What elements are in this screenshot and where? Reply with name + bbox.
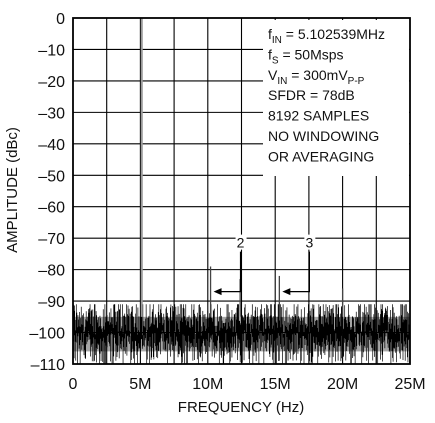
y-axis-label: AMPLITUDE (dBc) (4, 127, 21, 253)
y-tick-label: –50 (38, 168, 65, 185)
y-tick-label: –80 (38, 263, 65, 280)
x-tick-label: 10M (192, 376, 223, 393)
callout-label-bg (304, 234, 316, 250)
x-tick-label: 25M (394, 376, 425, 393)
y-tick-label: –70 (38, 231, 65, 248)
y-tick-labels: 0 –10 –20 –30 –40 –50 –60 –70 –80 –90 –100 –110 (29, 11, 65, 374)
y-tick-label: –60 (38, 200, 65, 217)
annotation-line: 8192 SAMPLES (268, 108, 369, 124)
noise-floor (72, 304, 410, 364)
y-tick-label: –100 (29, 326, 65, 343)
annotation-line: VIN = 300mVP-P (268, 67, 365, 87)
y-tick-label: –90 (38, 294, 65, 311)
annotation-line: OR AVERAGING (268, 148, 374, 164)
callout-leader (288, 251, 310, 293)
x-tick-labels: 0 5M 10M 15M 20M 25M (69, 376, 426, 393)
y-tick-label: –10 (38, 42, 65, 59)
y-tick-label: –110 (31, 357, 66, 374)
plot-border (72, 17, 411, 365)
annotation-line: fS = 50Msps (268, 46, 344, 66)
harmonic-label: 2 (237, 235, 245, 251)
callout-arrowhead (213, 288, 222, 296)
annotation-line: fIN = 5.102539MHz (268, 26, 385, 46)
x-tick-label: 20M (327, 376, 358, 393)
y-tick-label: 0 (56, 11, 65, 28)
y-tick-label: –30 (38, 105, 65, 122)
noise-band (73, 316, 410, 352)
callout-leader (219, 251, 242, 293)
y-tick-label: –40 (38, 137, 65, 154)
plot-frame (72, 17, 411, 365)
x-tick-label: 5M (129, 376, 151, 393)
y-tick-label: –20 (38, 74, 65, 91)
callout-arrowhead (282, 288, 291, 296)
annotation-line: SFDR = 78dB (268, 87, 355, 103)
x-tick-label: 15M (260, 376, 291, 393)
annotation-line: NO WINDOWING (268, 128, 379, 144)
x-tick-label: 0 (69, 376, 78, 393)
x-axis-label: FREQUENCY (Hz) (178, 399, 304, 416)
harmonic-label: 3 (305, 235, 313, 251)
annotation-background (263, 20, 409, 176)
callout-label-bg (235, 234, 247, 250)
